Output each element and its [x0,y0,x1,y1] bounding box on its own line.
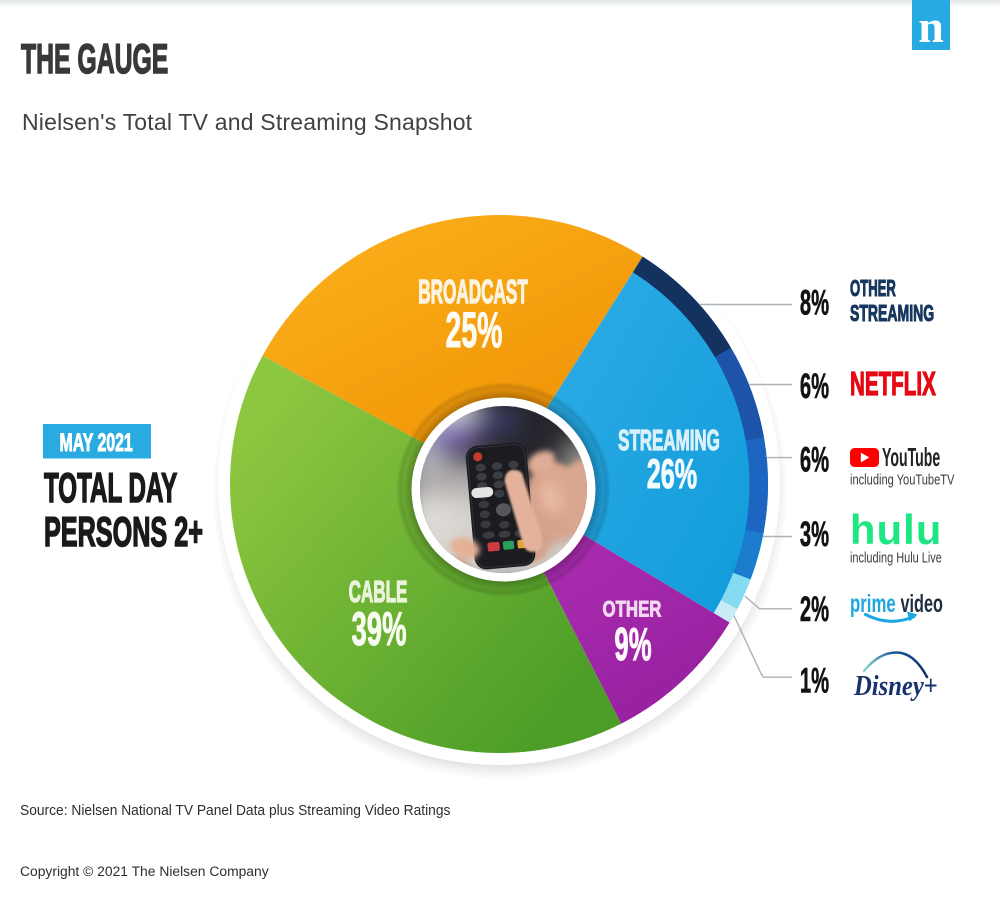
svg-text:Copyright © 2021 The Nielsen C: Copyright © 2021 The Nielsen Company [20,863,269,879]
svg-text:Disney+: Disney+ [853,671,938,702]
svg-text:including YouTubeTV: including YouTubeTV [850,471,955,488]
svg-text:prime: prime [850,590,896,618]
svg-text:hulu: hulu [850,506,942,553]
svg-text:CABLE: CABLE [349,575,408,610]
svg-text:OTHER: OTHER [603,597,662,622]
svg-text:STREAMING: STREAMING [850,302,934,327]
svg-text:Nielsen's Total TV and Streami: Nielsen's Total TV and Streaming Snapsho… [22,109,473,135]
svg-text:PERSONS 2+: PERSONS 2+ [44,510,203,556]
svg-text:including Hulu Live: including Hulu Live [850,549,942,566]
svg-text:39%: 39% [351,603,406,655]
svg-text:3%: 3% [800,515,829,554]
svg-text:6%: 6% [800,441,829,480]
svg-text:BROADCAST: BROADCAST [418,273,528,311]
svg-text:STREAMING: STREAMING [618,424,720,456]
svg-text:8%: 8% [800,284,829,323]
svg-text:6%: 6% [800,367,829,406]
svg-text:OTHER: OTHER [850,275,896,301]
svg-text:NETFLIX: NETFLIX [850,365,936,402]
svg-text:26%: 26% [647,452,697,498]
svg-text:Source: Nielsen National TV Pa: Source: Nielsen National TV Panel Data p… [20,803,450,820]
svg-text:video: video [901,591,944,618]
svg-text:1%: 1% [800,662,829,701]
svg-text:TOTAL DAY: TOTAL DAY [44,465,177,512]
svg-text:2%: 2% [800,590,829,629]
svg-text:n: n [918,1,944,52]
svg-text:YouTube: YouTube [882,444,940,472]
svg-text:THE GAUGE: THE GAUGE [21,36,168,82]
svg-text:MAY 2021: MAY 2021 [60,430,134,457]
svg-text:25%: 25% [445,302,502,359]
svg-text:9%: 9% [614,618,651,670]
